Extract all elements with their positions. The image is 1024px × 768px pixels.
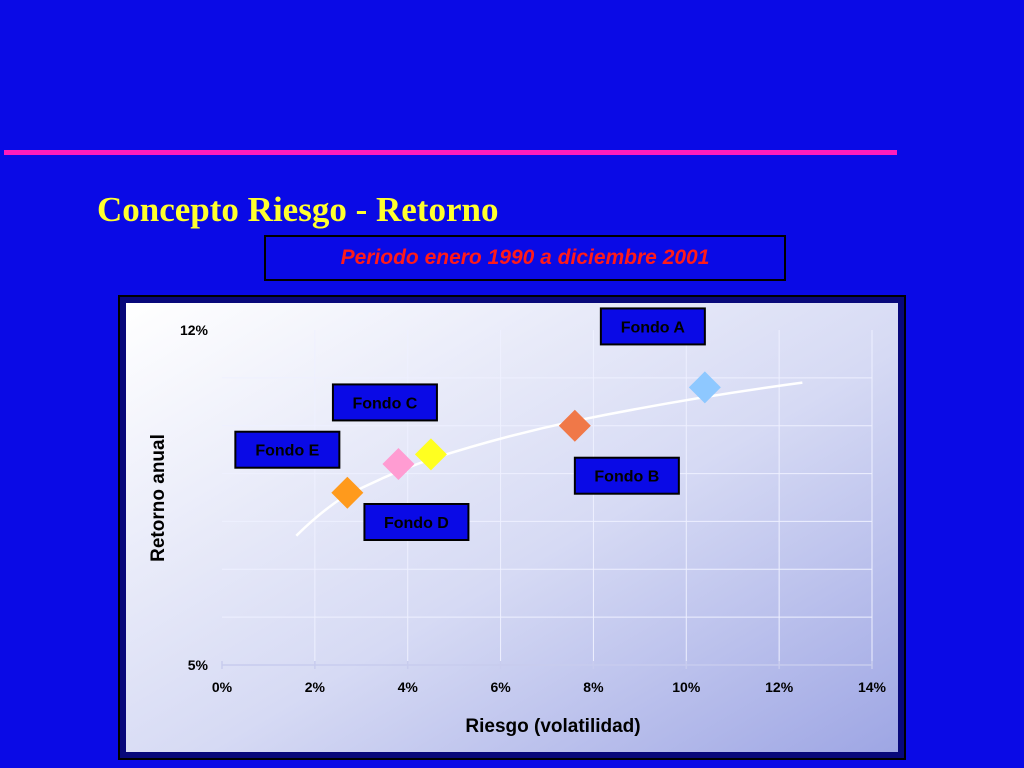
- x-tick-label: 14%: [858, 679, 887, 695]
- label-box-fondo-d: Fondo D: [363, 503, 470, 541]
- axes: 0% 2% 4% 6% 8% 10% 12% 14% 5% 12%: [180, 322, 887, 695]
- y-tick-label: 5%: [188, 657, 209, 673]
- label-box-rect: [363, 503, 470, 541]
- point-fondo-d: [382, 448, 415, 480]
- label-box-rect: [331, 383, 438, 422]
- label-box-rect: [599, 307, 706, 346]
- point-fondo-e: [331, 476, 364, 509]
- label-box-fondo-a: Fondo A: [599, 307, 706, 346]
- x-tick-label: 12%: [765, 679, 794, 695]
- accent-line: [4, 150, 897, 155]
- point-fondo-a: [688, 371, 721, 404]
- point-labels: Fondo A Fondo B Fondo C Fondo D Fondo E: [234, 307, 706, 541]
- x-axis-title: Riesgo (volatilidad): [465, 716, 640, 737]
- label-box-rect: [234, 430, 341, 469]
- label-box-text: Fondo E: [255, 443, 319, 460]
- label-box-text: Fondo D: [384, 515, 449, 532]
- label-box-rect: [573, 456, 680, 495]
- y-tick-label: 12%: [180, 322, 209, 338]
- label-box-text: Fondo B: [594, 469, 659, 486]
- slide-title: Concepto Riesgo - Retorno: [97, 190, 499, 229]
- axis-titles: Riesgo (volatilidad) Retorno anual: [148, 434, 641, 737]
- y-axis-title: Retorno anual: [148, 434, 169, 562]
- x-tick-label: 10%: [672, 679, 701, 695]
- subtitle-box: Periodo enero 1990 a diciembre 2001: [264, 235, 786, 281]
- label-box-fondo-b: Fondo B: [573, 456, 680, 495]
- subtitle-text: Periodo enero 1990 a diciembre 2001: [340, 246, 710, 269]
- x-tick-label: 0%: [212, 679, 233, 695]
- x-tick-label: 2%: [305, 679, 326, 695]
- x-tick-label: 8%: [583, 679, 604, 695]
- point-fondo-c: [414, 438, 447, 471]
- points: [331, 371, 721, 509]
- label-box-text: Fondo C: [352, 395, 417, 412]
- x-tick-label: 4%: [398, 679, 419, 695]
- label-box-fondo-e: Fondo E: [234, 430, 341, 469]
- label-box-fondo-c: Fondo C: [331, 383, 438, 422]
- point-fondo-b: [558, 409, 591, 442]
- x-tick-label: 6%: [490, 679, 511, 695]
- label-box-text: Fondo A: [621, 319, 686, 336]
